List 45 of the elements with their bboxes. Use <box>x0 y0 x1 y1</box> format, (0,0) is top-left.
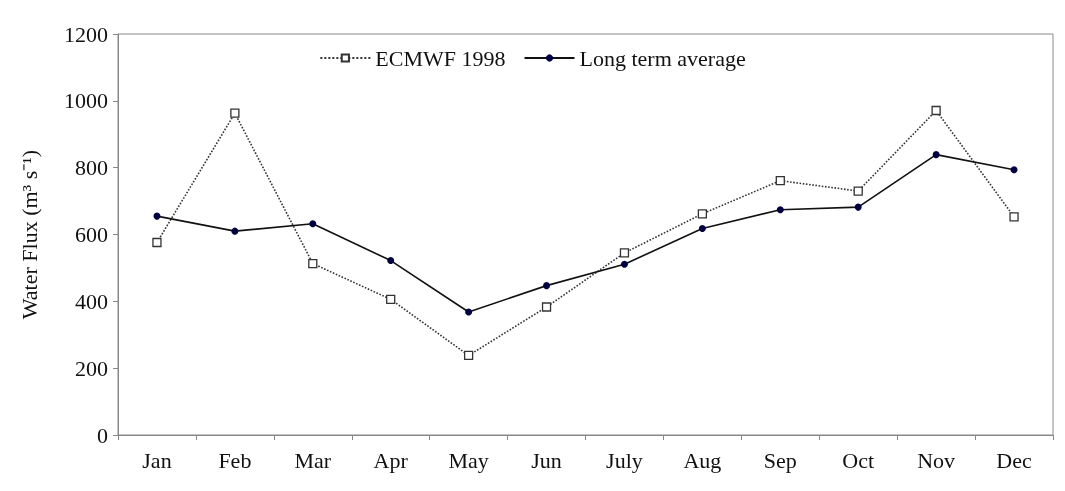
x-tick-label: May <box>448 447 489 473</box>
x-tick-label: Jun <box>531 447 562 473</box>
x-tick-label: Feb <box>218 447 252 473</box>
point <box>619 248 630 258</box>
legend-label: ECMWF 1998 <box>375 45 506 71</box>
point <box>152 237 162 248</box>
point <box>465 308 473 316</box>
x-tick-label: July <box>606 447 643 473</box>
x-tick-label: Mar <box>294 447 332 473</box>
y-tick-label: 0 <box>97 422 108 448</box>
legend-label: Long term average <box>579 45 746 71</box>
point <box>230 108 240 118</box>
point <box>1010 166 1018 174</box>
x-tick-label: Nov <box>917 447 956 473</box>
point <box>698 224 706 232</box>
x-tick-label: Oct <box>842 447 875 473</box>
y-tick-label: 1000 <box>64 88 108 114</box>
x-tick-label: Jan <box>142 447 172 473</box>
point <box>854 203 862 211</box>
point <box>1009 212 1019 222</box>
point <box>386 294 396 304</box>
x-tick-label: Apr <box>373 447 409 473</box>
point <box>308 258 318 269</box>
point <box>776 206 784 214</box>
point <box>697 209 708 219</box>
point <box>541 302 552 312</box>
y-tick-label: 800 <box>75 155 108 181</box>
point <box>543 282 551 290</box>
y-tick-label: 1200 <box>64 21 108 47</box>
y-tick-label: 200 <box>75 355 108 381</box>
point <box>463 350 474 361</box>
point <box>775 176 785 186</box>
point <box>931 105 941 116</box>
point <box>387 257 395 265</box>
y-tick-label: 600 <box>75 222 108 247</box>
y-tick-label: 400 <box>75 288 108 314</box>
point <box>231 227 239 235</box>
point <box>853 186 863 196</box>
y-axis-title: Water Flux (m³ s⁻¹) <box>16 149 42 320</box>
point <box>932 151 940 159</box>
x-tick-label: Dec <box>996 447 1032 473</box>
x-tick-label: Aug <box>683 447 722 473</box>
point <box>620 260 628 268</box>
x-tick-label: Sep <box>763 447 797 473</box>
point <box>309 220 317 228</box>
